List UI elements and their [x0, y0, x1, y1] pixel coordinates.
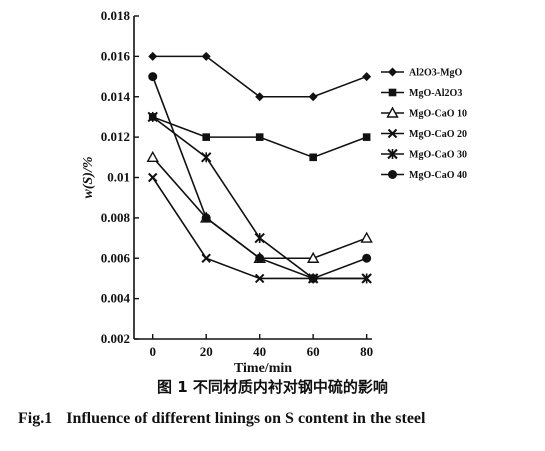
legend-marker	[388, 88, 397, 97]
y-tick-label: 0.008	[101, 210, 131, 225]
legend-item: MgO-CaO 10	[381, 106, 467, 120]
legend-item: MgO-CaO 20	[381, 128, 467, 140]
y-tick-label: 0.004	[101, 291, 131, 306]
figure-number: Fig.1	[18, 410, 53, 427]
series-1	[148, 51, 372, 102]
legend-marker	[387, 128, 398, 139]
y-tick-label: 0.006	[101, 250, 131, 265]
chart-legend: Al2O3-MgO MgO-Al2O3 MgO-CaO 10 MgO-CaO 20 Mg…	[381, 67, 467, 181]
data-point	[362, 133, 371, 141]
data-point	[201, 213, 211, 223]
y-tick-label: 0.012	[101, 129, 130, 144]
series-6	[148, 72, 372, 283]
line-chart: 0.002 0.004 0.006 0.008 0.01 0.012 0.014 0.016 0…	[81, 8, 467, 372]
legend-item: MgO-Al2O3	[381, 88, 462, 99]
legend-label: MgO-CaO 40	[409, 170, 467, 181]
legend-marker	[388, 170, 397, 179]
legend-label: MgO-CaO 20	[409, 129, 467, 140]
data-point	[255, 133, 264, 141]
y-tick-label: 0.016	[101, 48, 131, 63]
figure-caption-text: Influence of different linings on S cont…	[66, 410, 426, 427]
y-tick-label: 0.002	[101, 331, 130, 346]
series-line	[152, 55, 367, 98]
data-point	[309, 153, 317, 162]
legend-marker	[386, 106, 399, 118]
legend-item: MgO-CaO 30	[381, 148, 467, 161]
x-tick-label: 80	[360, 344, 373, 359]
data-point	[362, 253, 372, 263]
legend-item: MgO-CaO 40	[381, 170, 467, 181]
legend-label: MgO-Al2O3	[409, 88, 462, 99]
series-line	[152, 156, 367, 260]
data-point	[306, 251, 320, 263]
legend-label: MgO-CaO 30	[409, 150, 467, 161]
legend-marker	[387, 148, 398, 160]
data-point	[255, 92, 265, 102]
x-tick-label: 40	[253, 344, 266, 359]
data-point	[255, 253, 265, 263]
chart-series	[146, 51, 373, 284]
data-point	[201, 253, 211, 263]
y-tick-label: 0.018	[101, 8, 131, 23]
y-tick-label: 0.014	[101, 89, 131, 104]
y-axis-title: w(S)/%	[81, 157, 96, 199]
y-tick-label: 0.01	[107, 170, 130, 185]
x-tick-label: 20	[200, 344, 213, 359]
legend-label: Al2O3-MgO	[409, 68, 463, 79]
legend-label: MgO-CaO 10	[409, 109, 467, 120]
data-point	[361, 273, 372, 284]
figure-caption-english: Fig.1 Influence of different linings on S…	[18, 410, 425, 428]
data-point	[308, 273, 318, 283]
legend-marker	[388, 67, 397, 77]
data-point	[201, 51, 211, 61]
x-tick-label: 60	[307, 344, 320, 359]
data-point	[308, 92, 318, 102]
x-tick-label: 0	[149, 344, 156, 359]
series-line	[151, 76, 367, 280]
legend-item: Al2O3-MgO	[381, 67, 463, 79]
x-axis-title: Time/min	[234, 361, 292, 372]
data-point	[202, 133, 211, 141]
data-point	[148, 51, 158, 61]
figure-caption-chinese: 图 1 不同材质内衬对钢中硫的影响	[157, 378, 388, 396]
data-point	[148, 72, 158, 82]
data-point	[362, 72, 372, 82]
data-point	[148, 172, 158, 183]
chart-ticks: 0.002 0.004 0.006 0.008 0.01 0.012 0.014 0.016 0…	[101, 8, 373, 359]
data-point	[200, 152, 212, 163]
data-point	[146, 150, 159, 163]
data-point	[254, 273, 265, 284]
data-point	[254, 232, 265, 244]
series-3	[146, 150, 373, 263]
data-point	[360, 231, 373, 243]
data-point	[147, 111, 158, 123]
